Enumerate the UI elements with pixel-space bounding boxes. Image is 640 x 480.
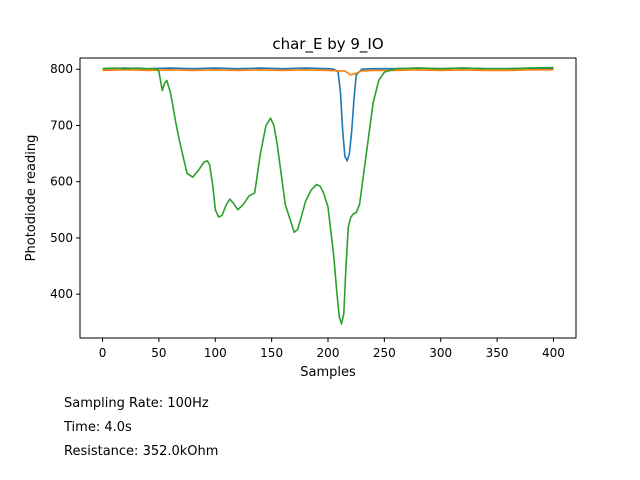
- series-line-3: [102, 66, 554, 325]
- x-tick-label: 200: [317, 346, 340, 360]
- series-line-1: [102, 67, 554, 162]
- plot-frame: [79, 57, 577, 339]
- y-tick-label: 500: [50, 231, 73, 245]
- x-tick-label: 400: [542, 346, 565, 360]
- x-tick-label: 350: [486, 346, 509, 360]
- x-tick-label: 0: [99, 346, 107, 360]
- x-tick-label: 50: [151, 346, 166, 360]
- x-axis-label: Samples: [300, 365, 356, 380]
- resistance-text: Resistance: 352.0kOhm: [64, 444, 219, 459]
- time-text: Time: 4.0s: [64, 420, 132, 435]
- series-layer: [102, 66, 554, 325]
- x-tick-label: 300: [429, 346, 452, 360]
- x-tick-label: 250: [373, 346, 396, 360]
- x-tick-label: 150: [260, 346, 283, 360]
- y-tick-label: 700: [50, 118, 73, 132]
- chart-title: char_E by 9_IO: [272, 35, 383, 54]
- y-tick-label: 400: [50, 287, 73, 301]
- y-tick-label: 800: [50, 62, 73, 76]
- sampling-rate-text: Sampling Rate: 100Hz: [64, 396, 209, 411]
- y-tick-label: 600: [50, 175, 73, 189]
- y-axis-label: Photodiode reading: [24, 135, 39, 262]
- y-axis-ticks: 400 500 600 700 800: [50, 62, 80, 301]
- x-tick-label: 100: [204, 346, 227, 360]
- x-axis-ticks: 0 50 100 150 200 250 300 350 400: [99, 338, 565, 360]
- series-line-2: [102, 69, 554, 76]
